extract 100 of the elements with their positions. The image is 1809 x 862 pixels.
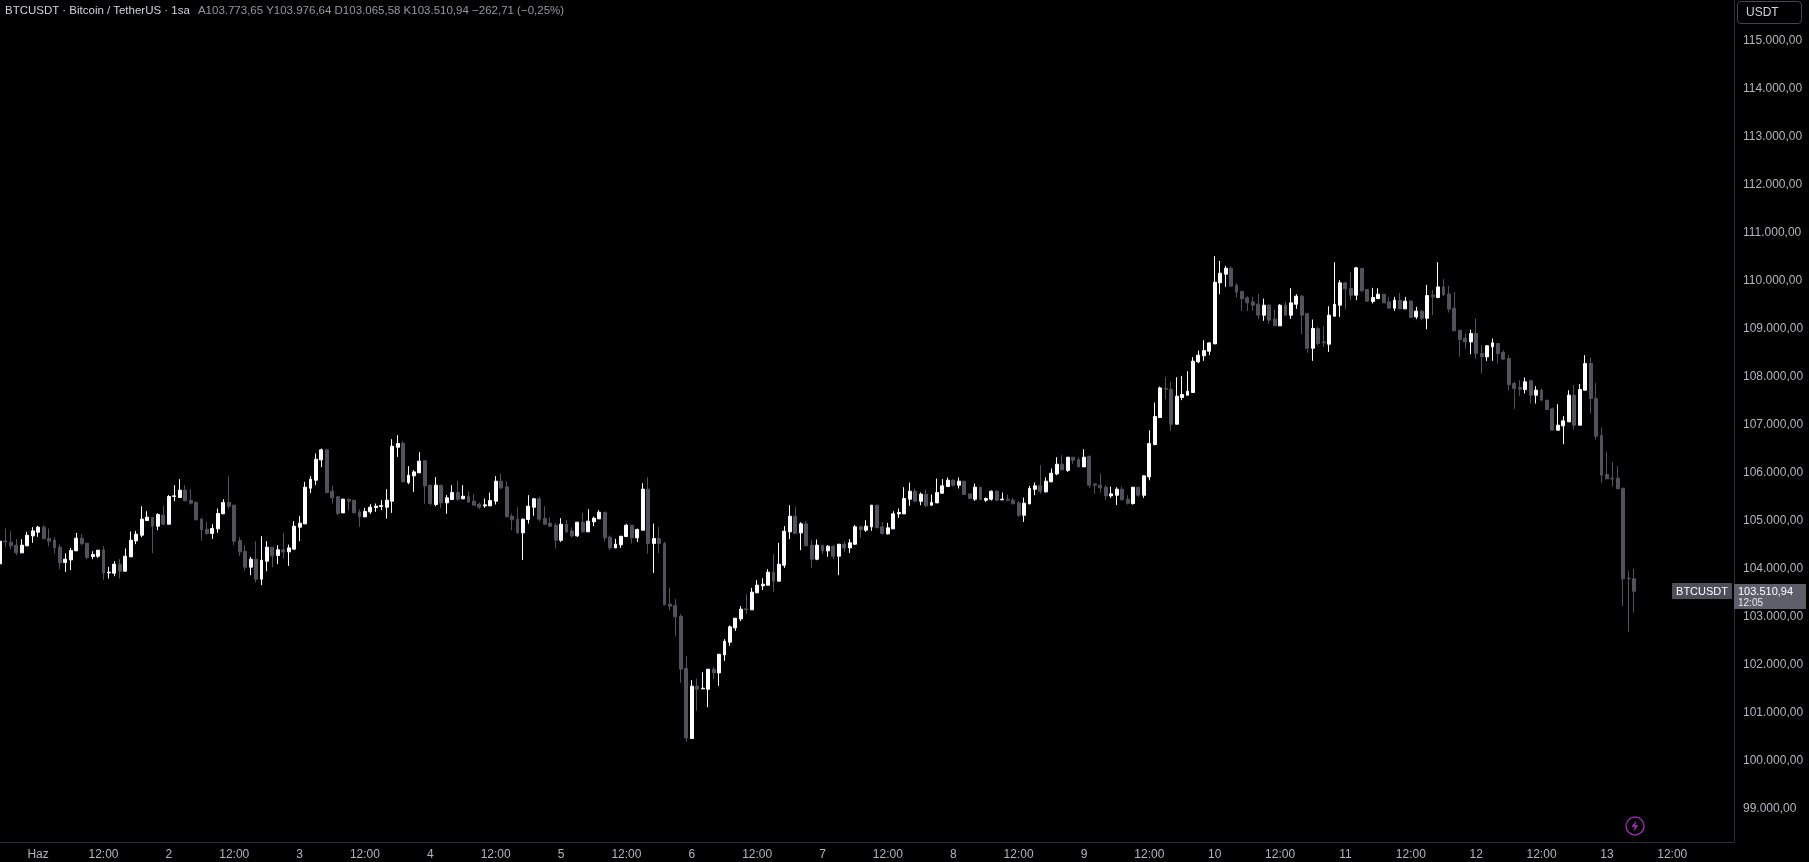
- candlestick: [1229, 265, 1233, 287]
- candlestick: [870, 504, 873, 532]
- chart-subtitle: A103.773,65 Y103.976,64 D103.065,58 K103.510,94 −262,71 (−0,25%): [197, 4, 565, 16]
- candlestick: [1442, 278, 1445, 297]
- candlestick: [1425, 284, 1429, 330]
- candlestick: [516, 506, 519, 535]
- y-tick-label: 101.000,00: [1743, 704, 1804, 719]
- candlestick: [537, 496, 541, 522]
- candlestick: [1028, 485, 1031, 505]
- candlestick: [1398, 292, 1402, 310]
- candlestick: [1087, 454, 1091, 489]
- candlestick: [1393, 296, 1396, 312]
- x-tick-label: 7: [819, 847, 827, 861]
- candlestick: [58, 544, 62, 570]
- candlestick: [1066, 456, 1070, 473]
- candlestick: [1600, 427, 1603, 484]
- candlestick: [183, 484, 187, 502]
- candlestick: [1311, 319, 1315, 362]
- candlestick: [772, 553, 775, 593]
- y-tick-label: 111.000,00: [1743, 224, 1802, 239]
- candlestick: [456, 480, 460, 502]
- y-tick-label: 112.000,00: [1743, 176, 1803, 191]
- candlestick: [1022, 497, 1026, 523]
- candlestick: [864, 519, 868, 533]
- candlestick: [1104, 484, 1108, 501]
- candlestick: [663, 541, 666, 606]
- candlestick: [1060, 454, 1064, 471]
- candlestick: [396, 434, 400, 458]
- candlestick: [1278, 303, 1282, 327]
- candlestick: [793, 506, 797, 535]
- candlestick: [1186, 370, 1189, 396]
- candlestick: [635, 528, 639, 543]
- candlestick: [1322, 325, 1326, 348]
- candlestick: [1071, 456, 1075, 465]
- candlestick: [1485, 344, 1489, 362]
- x-tick-label: 12: [1469, 847, 1484, 861]
- candlestick: [53, 536, 56, 555]
- candlestick: [1126, 494, 1130, 506]
- text: 103.510,94: [1738, 584, 1794, 598]
- candlestick: [962, 480, 966, 496]
- y-tick-label: 109.000,00: [1743, 320, 1804, 335]
- candlestick: [1017, 500, 1021, 518]
- y-tick-label: 114.000,00: [1743, 80, 1803, 95]
- candlestick: [1131, 486, 1135, 506]
- candlestick: [1567, 389, 1571, 423]
- candlestick: [401, 440, 405, 483]
- candlestick: [1109, 486, 1113, 499]
- x-tick-label: 12:00: [1657, 847, 1688, 861]
- candlestick: [646, 476, 650, 555]
- candlestick: [309, 475, 312, 494]
- y-tick-label: 113.000,00: [1743, 128, 1803, 143]
- x-tick-label: Haz: [27, 847, 49, 861]
- candlestick: [695, 678, 699, 712]
- candlestick: [461, 484, 465, 500]
- candlestick: [1523, 377, 1527, 394]
- candlestick: [554, 522, 558, 550]
- candlestick: [205, 521, 209, 536]
- candlestick: [979, 486, 982, 501]
- candlestick: [178, 478, 182, 499]
- x-tick-label: 12:00: [1265, 847, 1296, 861]
- candlestick: [859, 525, 863, 539]
- candlestick: [1343, 281, 1347, 310]
- y-tick-label: 107.000,00: [1743, 416, 1804, 431]
- candlestick: [919, 492, 923, 506]
- candlestick: [161, 505, 165, 526]
- candlestick: [407, 465, 410, 485]
- x-tick-label: 12:00: [1134, 847, 1165, 861]
- candlestick: [1038, 464, 1042, 495]
- candlestick: [1529, 379, 1533, 405]
- candlestick: [434, 476, 438, 507]
- candlestick: [1262, 298, 1266, 322]
- candlestick: [995, 489, 999, 502]
- y-tick-label: 100.000,00: [1743, 752, 1804, 767]
- candlestick: [494, 475, 498, 506]
- text: 12:05: [1738, 597, 1764, 610]
- candlestick: [1338, 279, 1342, 318]
- candlestick: [1120, 486, 1124, 501]
- candlestick: [1055, 456, 1059, 476]
- candlestick: [1077, 456, 1080, 468]
- candlestick: [1431, 289, 1435, 316]
- candlestick: [831, 544, 835, 560]
- x-tick-label: 10: [1208, 847, 1222, 861]
- y-tick-label: 115.000,00: [1743, 32, 1803, 47]
- candlestick: [200, 517, 203, 542]
- candlestick: [1474, 318, 1478, 360]
- candlestick: [1518, 379, 1522, 397]
- candlestick: [826, 544, 830, 558]
- candlestick: [358, 508, 361, 528]
- x-tick-label: 3: [296, 847, 304, 861]
- candlestick: [788, 504, 792, 540]
- candlestick: [467, 491, 470, 503]
- y-axis-title: USDT: [1737, 1, 1802, 24]
- candlestick: [570, 527, 574, 539]
- candlestick: [3, 528, 7, 548]
- candlestick: [1349, 271, 1353, 301]
- x-tick-label: 12:00: [480, 847, 512, 861]
- candlestick: [151, 517, 154, 554]
- candlestick: [210, 523, 214, 540]
- candlestick: [1420, 309, 1424, 321]
- candlestick: [63, 553, 67, 573]
